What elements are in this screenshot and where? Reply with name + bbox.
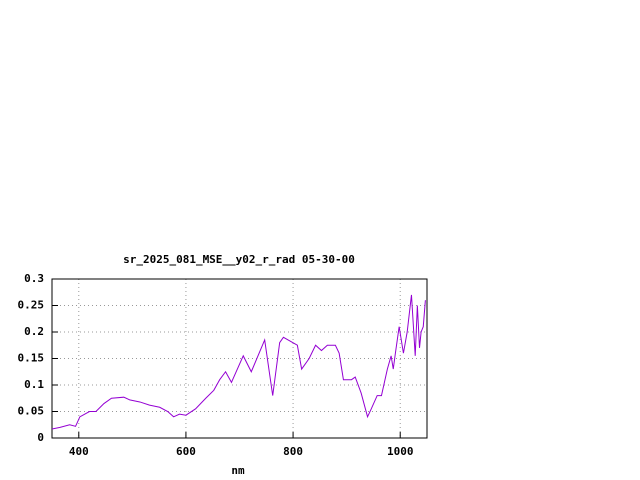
- y-tick-label: 0.3: [24, 272, 44, 285]
- y-tick-label: 0.1: [24, 378, 44, 391]
- y-tick-label: 0.25: [18, 299, 45, 312]
- plot-border: [51, 278, 428, 439]
- y-tick-label: 0.05: [18, 405, 45, 418]
- x-tick-label: 1000: [387, 445, 414, 458]
- x-tick-label: 800: [283, 445, 303, 458]
- x-tick-label: 600: [176, 445, 196, 458]
- chart-title: sr_2025_081_MSE__y02_r_rad 05-30-00: [123, 253, 355, 266]
- x-axis-label: nm: [231, 464, 245, 477]
- y-tick-label: 0.2: [24, 325, 44, 338]
- line: [51, 294, 426, 430]
- x-tick-label: 400: [69, 445, 89, 458]
- y-tick-label: 0: [37, 431, 44, 444]
- y-tick-label: 0.15: [18, 352, 45, 365]
